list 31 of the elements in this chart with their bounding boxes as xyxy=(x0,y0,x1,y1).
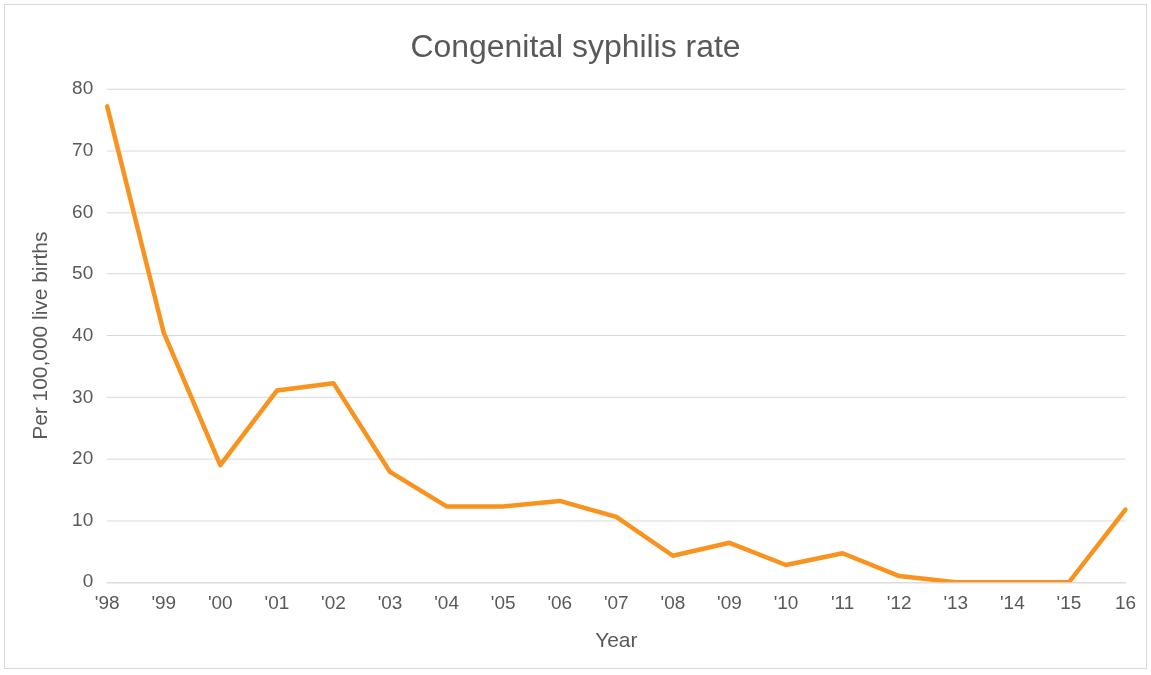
x-tick-label: '13 xyxy=(943,591,969,613)
x-tick-label: '09 xyxy=(717,591,742,613)
x-axis-title: Year xyxy=(595,628,638,652)
x-tick-label: '11 xyxy=(830,591,855,613)
y-tick-label: 50 xyxy=(72,262,94,284)
x-tick-label: 16 xyxy=(1114,591,1137,613)
x-tick-label: '14 xyxy=(999,591,1025,613)
x-tick-label: '01 xyxy=(264,591,290,613)
x-tick-label: '07 xyxy=(603,591,629,613)
x-tick-label: '10 xyxy=(773,591,799,613)
x-tick-label: '02 xyxy=(321,591,346,613)
x-tick-label: '06 xyxy=(547,591,573,613)
y-tick-label: 0 xyxy=(82,570,94,592)
chart-title: Congenital syphilis rate xyxy=(410,27,741,64)
y-tick-label: 80 xyxy=(72,77,94,99)
x-tick-label: '03 xyxy=(377,591,403,613)
x-tick-label: '99 xyxy=(151,591,177,613)
x-tick-label: '98 xyxy=(94,591,120,613)
y-tick-label: 70 xyxy=(72,139,94,160)
x-tick-label: '00 xyxy=(207,591,233,613)
y-tick-label: 30 xyxy=(72,385,94,407)
y-tick-label: 60 xyxy=(72,200,94,222)
y-tick-label: 10 xyxy=(72,508,94,530)
x-tick-label: '12 xyxy=(886,591,912,613)
y-axis-title: Per 100,000 live births xyxy=(28,231,52,440)
y-tick-label: 40 xyxy=(72,323,94,345)
x-tick-label: '08 xyxy=(660,591,686,613)
y-tick-label: 20 xyxy=(72,447,94,469)
x-tick-label: '04 xyxy=(434,591,459,613)
x-tick-label: '05 xyxy=(490,591,516,613)
x-tick-label: '15 xyxy=(1056,591,1082,613)
